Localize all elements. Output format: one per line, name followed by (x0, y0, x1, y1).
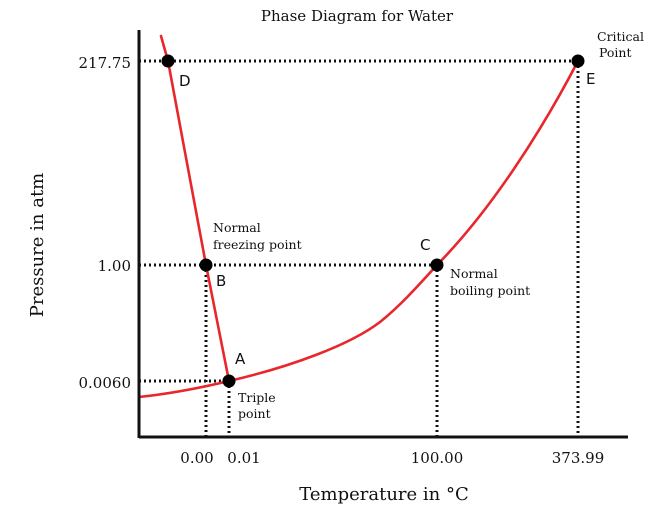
chart-title: Phase Diagram for Water (261, 7, 454, 25)
point-label-d: D (179, 72, 191, 90)
point-label-e: E (586, 70, 595, 88)
x-tick-label: 100.00 (411, 449, 464, 467)
point-a-marker (222, 374, 236, 388)
point-note-c: boiling point (450, 283, 530, 298)
point-note-e: Point (599, 45, 632, 60)
point-e-marker (571, 54, 585, 68)
point-note-a: point (238, 406, 271, 421)
x-tick-label: 0.00 (180, 449, 213, 467)
y-axis-label: Pressure in atm (27, 173, 48, 318)
x-tick-label: 0.01 (227, 449, 260, 467)
liquid-gas-boundary-line (137, 59, 580, 399)
point-label-a: A (235, 350, 246, 368)
point-b-marker (199, 258, 213, 272)
point-label-c: C (420, 236, 430, 254)
y-tick-label: 217.75 (79, 54, 132, 72)
point-note-a: Triple (238, 390, 276, 405)
guide-lines (139, 59, 580, 437)
point-c-marker (430, 258, 444, 272)
phase-boundary-curves (137, 34, 580, 399)
solid-liquid-boundary-line (159, 34, 231, 383)
y-tick-label: 0.0060 (79, 374, 132, 392)
point-note-b: Normal (213, 220, 261, 235)
phase-points (161, 54, 585, 388)
x-axis-label: Temperature in °C (299, 484, 469, 505)
y-tick-label: 1.00 (98, 257, 131, 275)
point-note-e: Critical (597, 29, 644, 44)
point-note-b: freezing point (213, 237, 302, 252)
point-note-c: Normal (450, 266, 498, 281)
x-tick-label: 373.99 (552, 449, 605, 467)
point-d-marker (161, 54, 175, 68)
point-label-b: B (216, 272, 226, 290)
